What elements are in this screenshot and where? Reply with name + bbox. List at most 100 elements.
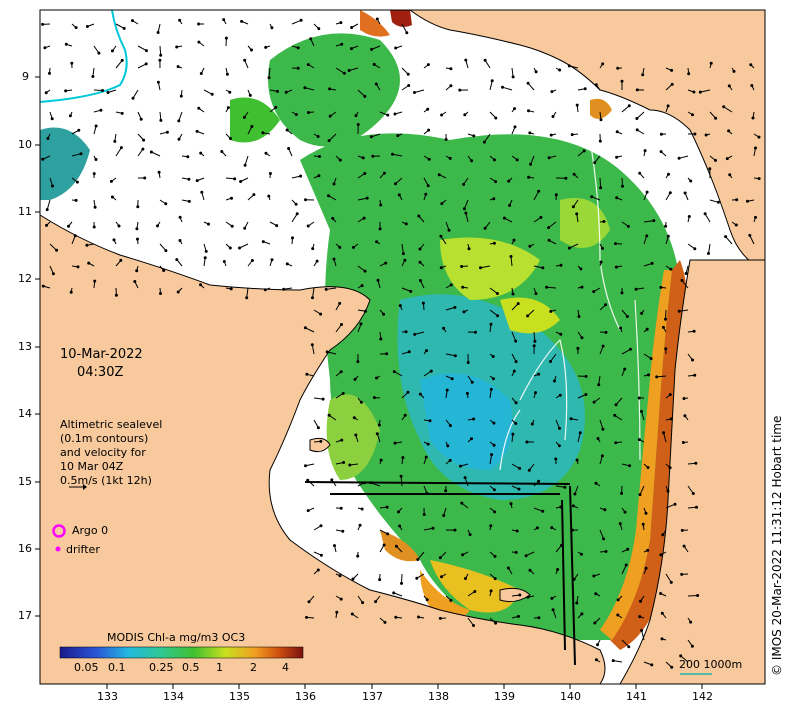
velocity-arrow-head [276, 89, 279, 93]
velocity-arrow-head [199, 283, 202, 287]
velocity-arrow-head [679, 654, 683, 658]
velocity-arrow-head [406, 72, 410, 76]
velocity-arrow-head [243, 226, 247, 230]
velocity-arrow-head [377, 423, 381, 427]
velocity-arrow-head [339, 370, 343, 374]
velocity-arrow-head [274, 105, 278, 109]
argo-marker [52, 524, 66, 538]
velocity-arrow-head [319, 553, 323, 557]
velocity-arrow-head [527, 175, 531, 179]
y-tick-label: 13 [18, 340, 32, 353]
velocity-arrow-head [474, 330, 477, 334]
velocity-arrow [687, 485, 694, 494]
velocity-arrow-head [530, 422, 534, 426]
velocity-arrow-head [621, 184, 624, 188]
velocity-arrow-head [592, 574, 596, 578]
velocity-arrow-head [282, 287, 286, 291]
velocity-arrow-head [354, 433, 358, 437]
velocity-arrow-head [644, 566, 648, 570]
velocity-arrow-head [640, 311, 644, 315]
velocity-arrow-head [327, 413, 331, 417]
velocity-arrow-head [418, 260, 422, 264]
velocity-arrow-head [494, 621, 498, 625]
velocity-arrow-head [122, 26, 126, 30]
velocity-arrow [533, 331, 536, 342]
velocity-arrow-head [534, 292, 538, 296]
velocity-arrow-head [615, 130, 619, 134]
velocity-arrow-head [489, 524, 493, 528]
velocity-arrow-head [401, 252, 405, 256]
velocity-arrow-head [397, 510, 400, 514]
velocity-arrow-head [511, 432, 515, 436]
velocity-arrow-head [142, 138, 146, 142]
velocity-arrow-head [514, 360, 518, 364]
velocity-arrow [463, 199, 469, 209]
velocity-arrow-head [207, 222, 210, 226]
velocity-arrow-head [351, 577, 355, 581]
velocity-arrow-head [513, 107, 516, 111]
velocity-arrow-head [623, 510, 627, 514]
velocity-arrow-head [156, 31, 160, 34]
velocity-arrow-head [157, 170, 161, 174]
velocity-arrow-head [650, 663, 654, 667]
velocity-arrow-head [494, 180, 498, 184]
velocity-arrow [357, 197, 368, 201]
velocity-arrow-head [640, 628, 644, 632]
velocity-arrow-head [549, 133, 553, 137]
velocity-arrow-head [424, 192, 428, 196]
velocity-arrow-head [448, 156, 452, 160]
velocity-arrow-head [195, 129, 199, 133]
velocity-arrow-head [572, 172, 576, 176]
velocity-arrow-head [680, 528, 684, 532]
velocity-arrow-head [590, 195, 594, 199]
velocity-arrow-head [305, 372, 309, 376]
velocity-arrow-head [470, 437, 473, 441]
velocity-arrow-head [144, 62, 148, 66]
velocity-arrow-head [228, 246, 232, 250]
velocity-arrow-head [356, 554, 360, 558]
velocity-arrow-head [490, 79, 494, 83]
velocity-arrow-head [378, 578, 382, 582]
velocity-arrow-head [559, 332, 563, 336]
velocity-arrow-head [418, 392, 422, 396]
river-line [39, 9, 128, 103]
velocity-arrow-head [141, 147, 145, 151]
velocity-arrow-head [649, 357, 653, 361]
velocity-arrow-head [489, 589, 493, 593]
velocity-arrow-head [751, 116, 755, 120]
velocity-arrow-head [634, 287, 638, 291]
velocity-arrow [511, 331, 517, 342]
colorbar-tick: 2 [250, 661, 257, 674]
velocity-arrow-head [114, 293, 118, 297]
velocity-arrow-head [331, 216, 335, 220]
velocity-arrow-head [694, 461, 698, 465]
velocity-arrow-head [690, 644, 694, 648]
velocity-arrow [483, 133, 491, 143]
velocity-arrow-head [615, 196, 619, 200]
velocity-arrow-head [413, 91, 416, 94]
velocity-arrow-head [364, 309, 367, 313]
velocity-arrow-head [409, 289, 413, 293]
velocity-arrow-head [199, 72, 203, 75]
velocity-arrow [445, 353, 456, 357]
velocity-arrow-head [164, 202, 168, 206]
velocity-arrow-head [641, 522, 645, 526]
velocity-arrow-head [99, 108, 103, 112]
velocity-arrow-head [43, 46, 47, 50]
velocity-arrow-head [687, 72, 691, 76]
velocity-arrow [548, 221, 557, 228]
velocity-arrow [151, 151, 161, 157]
velocity-arrow-head [517, 487, 521, 491]
velocity-arrow-head [94, 158, 98, 161]
velocity-arrow-head [307, 111, 310, 114]
velocity-arrow-head [393, 441, 397, 445]
velocity-arrow-head [64, 42, 68, 46]
velocity-arrow-head [464, 577, 467, 580]
velocity-arrow-head [397, 193, 401, 197]
velocity-arrow-head [306, 63, 310, 67]
velocity-arrow [357, 89, 366, 97]
velocity-arrow-head [725, 157, 729, 161]
velocity-arrow-head [393, 112, 397, 116]
velocity-arrow-head [156, 224, 159, 228]
velocity-arrow-head [507, 179, 511, 183]
